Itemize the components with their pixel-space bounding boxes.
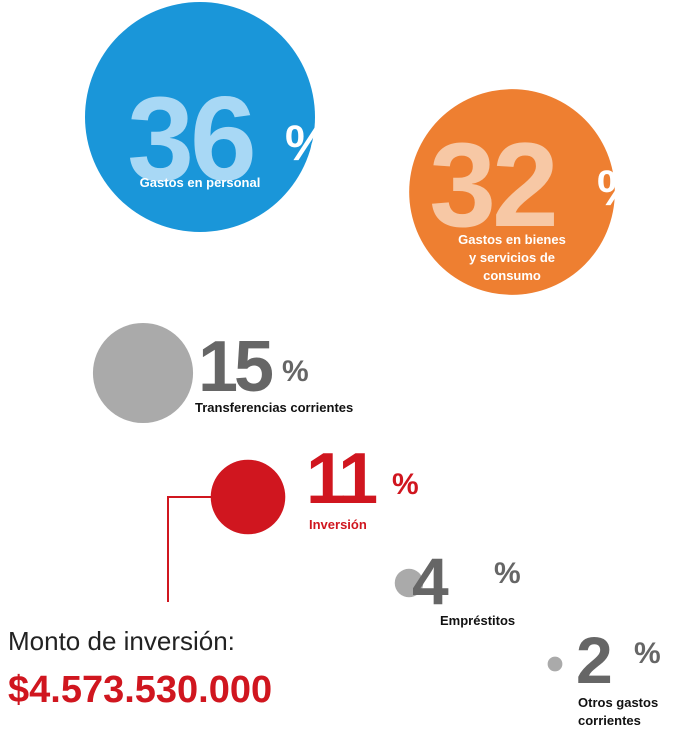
value-label: 32 (429, 118, 554, 252)
value-label: 15 (198, 327, 273, 407)
unit-label: % (597, 160, 641, 216)
annotation-amount: $4.573.530.000 (8, 669, 272, 711)
unit-label: % (494, 557, 521, 590)
category-label: Gastos en personal (140, 175, 261, 190)
bubble (85, 2, 315, 232)
bubble (394, 568, 424, 598)
category-label: Empréstitos (440, 613, 515, 628)
bubble (210, 459, 286, 535)
category-label: Inversión (309, 517, 367, 532)
value-label: 36 (127, 72, 253, 206)
bubble (92, 322, 194, 424)
bubble (547, 656, 563, 672)
unit-label: % (285, 115, 329, 171)
leader-line (167, 496, 212, 602)
value-label: 4 (412, 544, 449, 618)
category-label: Otros gastos corrientes (578, 695, 658, 728)
annotation-text: Monto de inversión: (8, 626, 235, 656)
category-label: Transferencias corrientes (195, 400, 353, 415)
unit-label: % (634, 637, 661, 670)
bubble (409, 89, 615, 295)
unit-label: % (392, 468, 419, 501)
value-label: 2 (576, 623, 611, 697)
value-label: 11 (306, 439, 377, 519)
unit-label: % (282, 355, 309, 388)
category-label: Gastos en bienes y servicios de consumo (458, 232, 566, 283)
